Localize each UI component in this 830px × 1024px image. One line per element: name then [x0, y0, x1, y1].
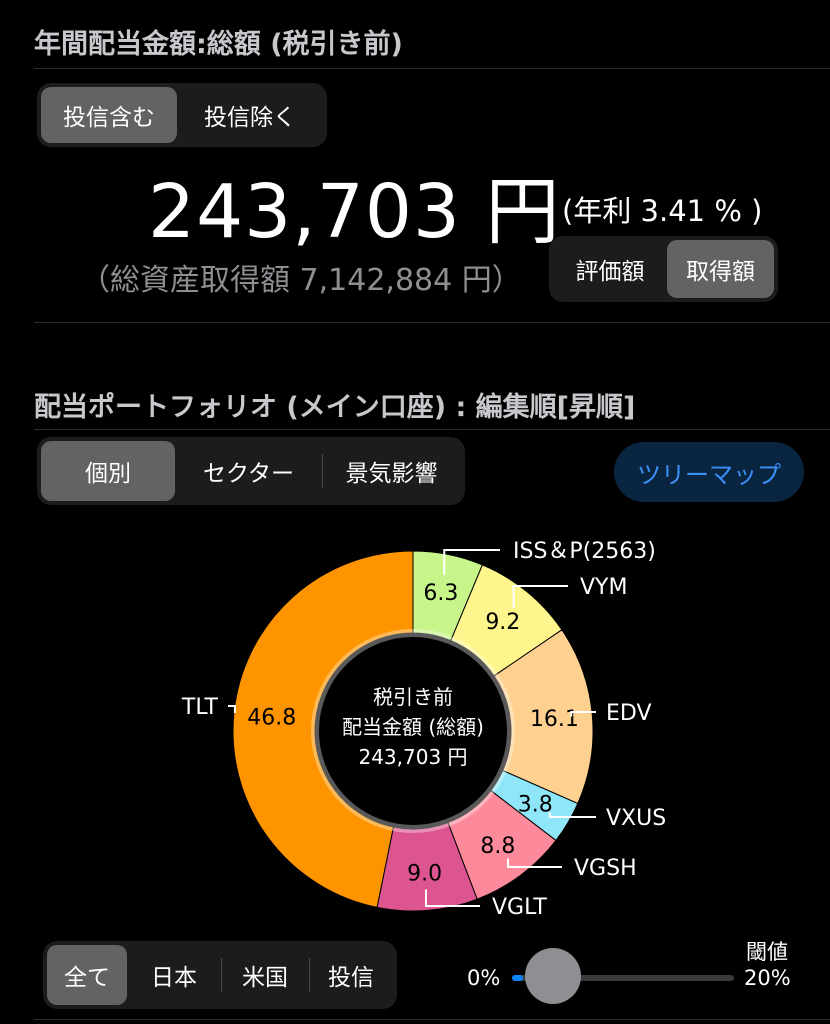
slice-name-label: EDV	[606, 701, 652, 726]
treemap-button[interactable]: ツリーマップ	[614, 442, 804, 502]
leader-line	[228, 705, 236, 714]
tab-trust-label: 投信	[328, 965, 374, 991]
leader-line	[512, 585, 568, 608]
tab-us[interactable]: 米国	[221, 945, 309, 1005]
toggle-include-trusts[interactable]: 投信含む	[41, 87, 177, 143]
leader-line	[548, 811, 596, 818]
leader-line	[570, 711, 596, 717]
region-tabs[interactable]: 全て 日本 米国 投信	[43, 941, 397, 1009]
annual-yield: (年利 3.41 % )	[562, 194, 763, 228]
toggle-market-value[interactable]: 評価額	[575, 259, 645, 285]
slice-value-label: 8.8	[480, 834, 515, 859]
slice-value-label: 9.0	[407, 862, 442, 887]
toggle-exclude-trusts[interactable]: 投信除く	[204, 105, 296, 131]
slice-name-label: ISS＆P(2563)	[513, 539, 656, 564]
toggle-acquisition-value[interactable]: 取得額	[667, 240, 774, 298]
leader-line	[443, 549, 500, 576]
investment-trust-toggle[interactable]: 投信含む 投信除く	[37, 83, 327, 147]
divider	[34, 322, 830, 323]
threshold-label: 閾値	[746, 940, 788, 964]
valuation-basis-toggle[interactable]: 評価額 取得額	[549, 236, 778, 302]
slice-name-label: VXUS	[606, 806, 666, 831]
slice-name-label: VGSH	[574, 856, 637, 881]
leader-line	[507, 858, 562, 868]
slice-value-label: 46.8	[247, 706, 296, 731]
slice-name-label: VGLT	[492, 895, 547, 920]
tab-japan[interactable]: 日本	[151, 965, 197, 991]
divider	[34, 1019, 830, 1020]
threshold-slider-fill	[512, 975, 524, 981]
center-label-1: 税引き前	[373, 685, 453, 709]
divider	[34, 429, 830, 430]
slice-value-label: 16.1	[530, 707, 579, 732]
slice-value-label: 6.3	[423, 581, 458, 606]
portfolio-title: 配当ポートフォリオ (メイン口座) : 編集順[昇順]	[34, 392, 636, 423]
view-tabs[interactable]: 個別 セクター 景気影響	[37, 437, 465, 505]
threshold-max: 20%	[744, 966, 791, 990]
threshold-slider-knob[interactable]	[525, 948, 582, 1004]
dividend-donut-chart: 税引き前 配当金額 (総額) 243,703 円 6.3 ISS＆P(2563) 9…	[181, 539, 666, 920]
slice-value-label: 9.2	[485, 610, 520, 635]
tab-trust[interactable]: 投信	[309, 945, 393, 1005]
annual-dividend-amount: 243,703 円	[148, 169, 561, 255]
leader-line	[424, 889, 480, 907]
slice-value-label: 3.8	[518, 792, 553, 817]
center-label-2: 配当金額 (総額)	[342, 715, 484, 739]
total-acquisition-amount: （総資産取得額 7,142,884 円）	[80, 263, 522, 298]
slice-name-label: VYM	[580, 575, 627, 600]
slice-name-label: TLT	[181, 695, 219, 720]
tab-individual[interactable]: 個別	[41, 441, 175, 501]
annual-dividend-title: 年間配当金額:総額 (税引き前)	[34, 29, 403, 60]
tab-economic-impact[interactable]: 景気影響	[322, 441, 461, 501]
tab-economic-impact-label: 景気影響	[345, 461, 438, 487]
donut-inner-ring	[311, 629, 515, 833]
center-label-3: 243,703 円	[358, 745, 467, 769]
tab-us-label: 米国	[242, 965, 288, 991]
threshold-slider[interactable]	[512, 975, 734, 981]
divider	[34, 68, 830, 69]
tab-all[interactable]: 全て	[47, 945, 127, 1005]
slice-tlt[interactable]	[232, 550, 414, 908]
threshold-min: 0%	[467, 966, 501, 990]
tab-sector[interactable]: セクター	[202, 461, 295, 487]
donut-hole	[320, 638, 506, 824]
